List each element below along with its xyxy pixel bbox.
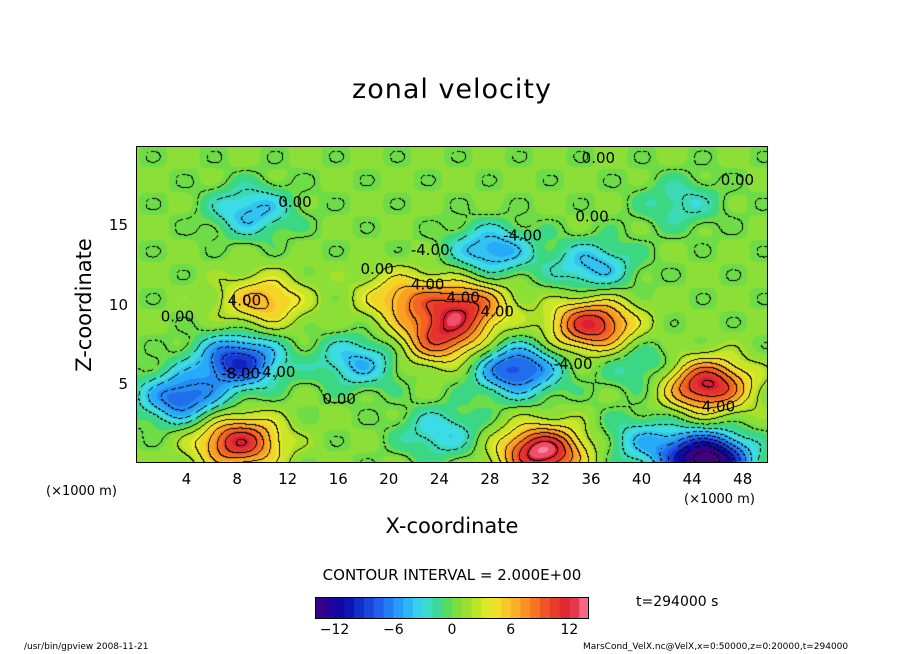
colorbar-segment (442, 597, 453, 619)
colorbar-segment (461, 597, 473, 619)
x-axis-label: X-coordinate (385, 514, 519, 538)
colorbar-segment (315, 597, 326, 619)
contour-label: 4.00 (228, 292, 261, 310)
contour-label: 0.00 (360, 260, 393, 278)
velocity-field (137, 147, 767, 462)
y-tick-label: 5 (118, 374, 128, 393)
colorbar-segment (500, 597, 512, 619)
colorbar-segment (510, 597, 521, 619)
footer-right: MarsCond_VelX.nc@VelX,x=0:50000,z=0:2000… (583, 642, 849, 652)
x-tick-label: 16 (328, 470, 348, 488)
colorbar-tick-label: 0 (447, 622, 457, 638)
colorbar-segment (520, 597, 531, 619)
x-unit-label-right: (×1000 m) (684, 492, 755, 507)
colorbar-segment (324, 597, 336, 619)
colorbar-segment (432, 597, 443, 619)
colorbar-segment (344, 597, 355, 619)
x-tick-label: 24 (429, 470, 449, 488)
contour-label: 0.00 (582, 149, 615, 167)
contour-label: 0.00 (278, 193, 311, 211)
contour-label: 0.00 (323, 390, 356, 408)
colorbar-segment (481, 597, 492, 619)
x-tick-label: 44 (682, 470, 702, 488)
colorbar-segment (549, 597, 561, 619)
colorbar-segment (334, 597, 345, 619)
colorbar-border (315, 597, 589, 619)
colorbar-segment (373, 597, 384, 619)
colorbar-segment (530, 597, 541, 619)
contour-label: -4.00 (411, 241, 450, 259)
x-tick-label: 48 (733, 470, 753, 488)
colorbar-segment (471, 597, 482, 619)
contour-label: 0.00 (721, 171, 754, 189)
colorbar-tick-label: −6 (382, 622, 404, 638)
contour-label: 4.00 (702, 398, 735, 416)
colorbar-tick-label: 12 (560, 622, 579, 638)
plot-area: 0.00 0.00 0.00 0.00 -4.00 -4.00 0.00 4.00 4.00 4.… (136, 146, 768, 463)
y-axis-label: Z-coordinate (72, 238, 96, 372)
x-tick-label: 8 (232, 470, 242, 488)
colorbar-segment (393, 597, 404, 619)
colorbar-segment (559, 597, 570, 619)
x-tick-label: 4 (181, 470, 192, 488)
colorbar-segment (491, 597, 502, 619)
colorbar-segment (412, 597, 424, 619)
x-tick-label: 20 (379, 470, 399, 488)
contour-overlay: 0.000.000.000.00-4.00-4.000.004.004.00 4.… (161, 149, 754, 416)
footer-left: /usr/bin/gpview 2008-11-21 (24, 642, 149, 652)
contour-label: 4.00 (411, 276, 444, 294)
contour-label: 4.00 (481, 303, 514, 321)
colorbar-segment (403, 597, 414, 619)
contour-label: -4.00 (503, 227, 542, 245)
contour-label: 0.00 (161, 307, 194, 325)
colorbar-tick-label: −12 (319, 622, 350, 638)
contour-label: 4.00 (446, 288, 479, 306)
colorbar-segment (452, 597, 463, 619)
x-tick-label: 28 (480, 470, 500, 488)
contour-label: -8.00 (221, 364, 260, 382)
x-tick-label: 40 (632, 470, 652, 488)
colorbar-segment (354, 597, 365, 619)
colorbar-segment (569, 597, 580, 619)
y-tick-label: 10 (108, 295, 128, 314)
contour-label: -4.00 (554, 355, 593, 373)
colorbar-segment (363, 597, 375, 619)
contour-label: 0.00 (575, 207, 608, 225)
colorbar (315, 597, 589, 619)
colorbar-segment (422, 597, 433, 619)
colorbar-segment (579, 597, 589, 619)
colorbar-segment (383, 597, 394, 619)
chart-title: zonal velocity (352, 74, 552, 105)
colorbar-tick-label: 6 (506, 622, 516, 638)
x-tick-label: 32 (530, 470, 551, 488)
contour-label: -4.00 (257, 363, 296, 381)
contour-interval-label: CONTOUR INTERVAL = 2.000E+00 (322, 566, 582, 584)
y-tick-label: 15 (108, 216, 128, 235)
x-unit-label-left: (×1000 m) (46, 484, 117, 499)
x-tick-label: 36 (581, 470, 601, 488)
colorbar-segment (540, 597, 551, 619)
x-tick-label: 12 (278, 470, 298, 488)
time-label: t=294000 s (636, 594, 719, 610)
